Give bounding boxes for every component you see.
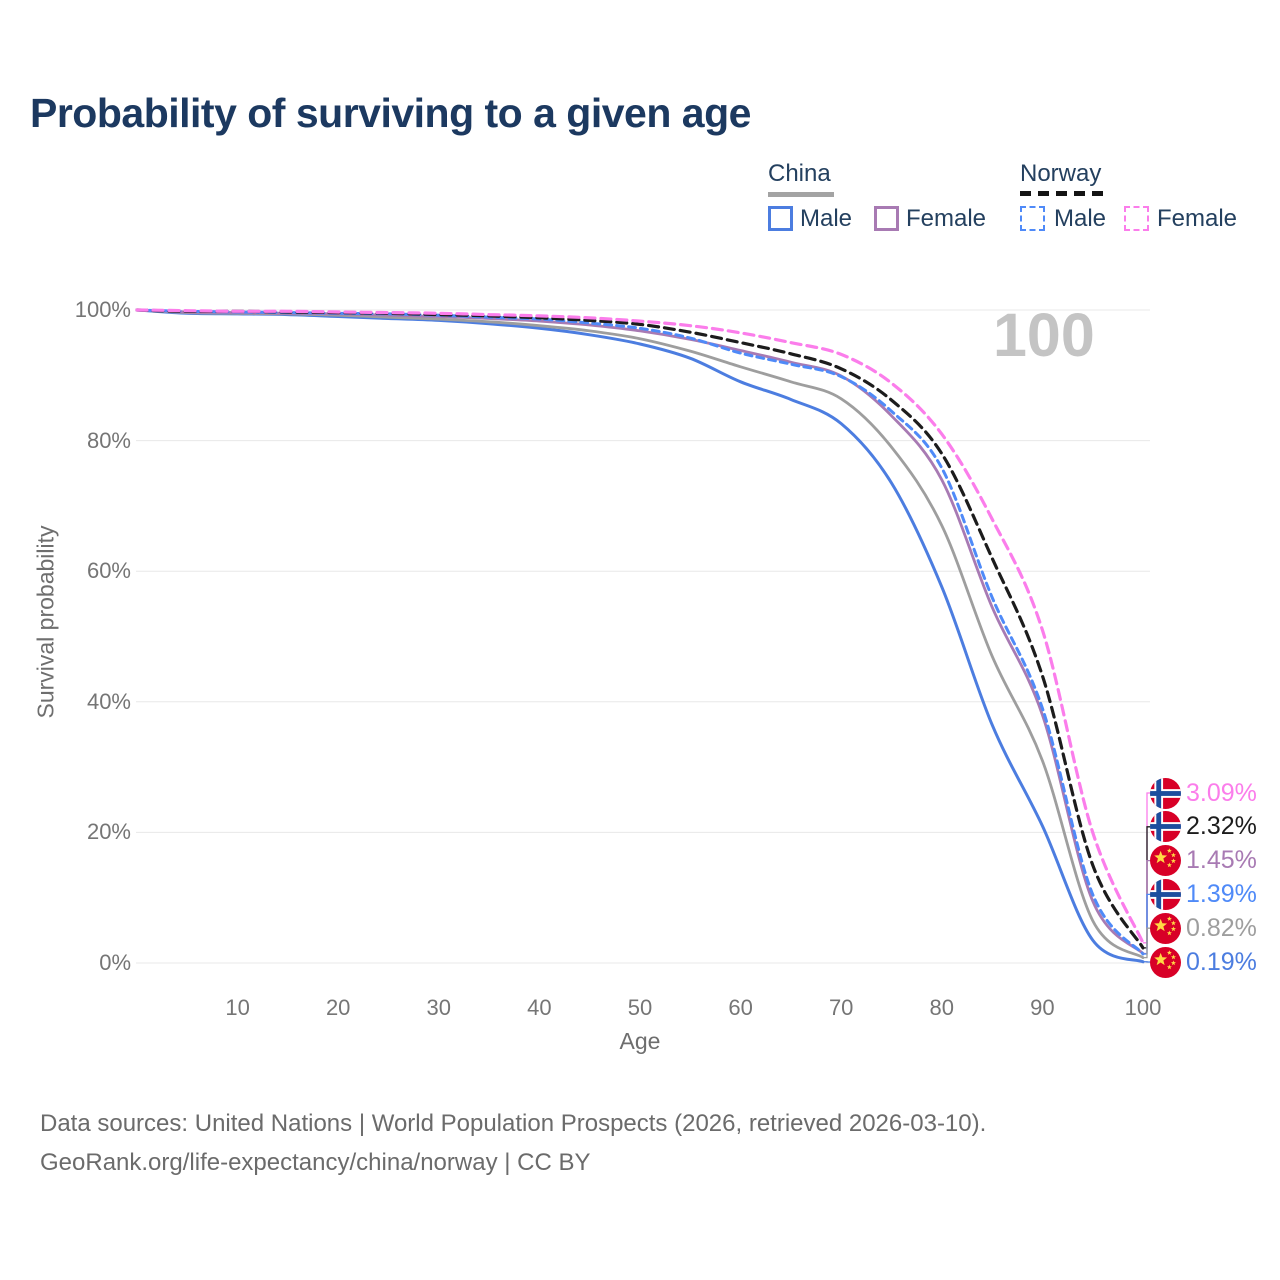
legend-header-china[interactable]: China xyxy=(768,160,831,187)
footer: Data sources: United Nations | World Pop… xyxy=(40,1104,986,1182)
x-tick-90: 90 xyxy=(1030,995,1055,1020)
survival-curve-norway-total xyxy=(135,308,1145,950)
survival-curve-norway-female xyxy=(135,308,1145,945)
x-tick-60: 60 xyxy=(728,995,753,1020)
footer-link: GeoRank.org/life-expectancy/china/norway… xyxy=(40,1149,591,1176)
y-axis-title: Survival probability xyxy=(32,525,59,719)
legend-underline-china xyxy=(768,192,834,197)
y-tick-0%: 0% xyxy=(99,950,131,975)
end-label-norway-total: 2.32% xyxy=(1150,811,1257,843)
legend-swatch-norway-female[interactable] xyxy=(1124,206,1149,231)
x-tick-80: 80 xyxy=(929,995,955,1020)
end-value-norway-female: 3.09% xyxy=(1186,778,1257,807)
china-flag-icon xyxy=(1150,912,1181,944)
footer-sources: Data sources: United Nations | World Pop… xyxy=(40,1110,987,1137)
survival-curve-norway-male xyxy=(135,308,1145,956)
x-tick-20: 20 xyxy=(325,995,351,1020)
legend-swatch-china-female[interactable] xyxy=(874,206,899,231)
end-label-norway-male: 1.39% xyxy=(1150,878,1257,910)
legend-swatch-china-male[interactable] xyxy=(768,206,793,231)
y-tick-80%: 80% xyxy=(86,427,131,453)
legend-item-norway-female[interactable]: Female xyxy=(1157,205,1238,232)
y-tick-20%: 20% xyxy=(86,819,131,845)
page-title: Probability of surviving to a given age xyxy=(30,90,751,136)
y-tick-40%: 40% xyxy=(86,688,131,714)
end-value-norway-total: 2.32% xyxy=(1186,812,1257,841)
legend-swatch-norway-male[interactable] xyxy=(1020,206,1045,231)
norway-flag-icon xyxy=(1150,878,1181,910)
x-tick-40: 40 xyxy=(527,995,552,1020)
end-value-china-male: 0.19% xyxy=(1186,947,1257,976)
x-axis-title: Age xyxy=(619,1028,661,1054)
china-flag-icon xyxy=(1150,946,1181,978)
legend-group-china: China xyxy=(768,160,834,197)
x-tick-100: 100 xyxy=(1124,995,1162,1020)
x-tick-70: 70 xyxy=(828,995,854,1020)
end-value-china-female: 1.45% xyxy=(1186,846,1257,875)
end-value-china-total: 0.82% xyxy=(1186,913,1257,942)
y-tick-60%: 60% xyxy=(86,558,131,584)
norway-flag-icon xyxy=(1150,777,1181,809)
legend-item-china-male[interactable]: Male xyxy=(800,205,853,232)
end-label-norway-female: 3.09% xyxy=(1150,777,1257,809)
survival-curve-china-male xyxy=(135,308,1145,964)
leader-line-norway-male xyxy=(1143,893,1151,955)
y-tick-100%: 100% xyxy=(74,297,131,322)
survival-curve-china-total xyxy=(135,308,1145,959)
legend-item-china-female[interactable]: Female xyxy=(906,205,987,232)
legend-group-norway: Norway xyxy=(1020,160,1108,197)
legend-underline-norway xyxy=(1020,191,1108,196)
end-value-norway-male: 1.39% xyxy=(1186,879,1257,908)
x-tick-30: 30 xyxy=(426,995,452,1020)
legend-item-norway-male[interactable]: Male xyxy=(1054,205,1107,232)
end-label-china-female: 1.45% xyxy=(1150,845,1257,877)
end-label-china-male: 0.19% xyxy=(1150,946,1257,978)
x-tick-50: 50 xyxy=(627,995,653,1020)
china-flag-icon xyxy=(1150,845,1181,877)
legend-header-norway[interactable]: Norway xyxy=(1020,160,1102,187)
leader-line-china-total xyxy=(1143,927,1151,959)
survival-curve-china-female xyxy=(135,308,1145,955)
end-label-china-total: 0.82% xyxy=(1150,912,1257,944)
norway-flag-icon xyxy=(1150,811,1181,843)
age-watermark: 100 xyxy=(993,301,1095,369)
x-tick-10: 10 xyxy=(225,995,250,1020)
